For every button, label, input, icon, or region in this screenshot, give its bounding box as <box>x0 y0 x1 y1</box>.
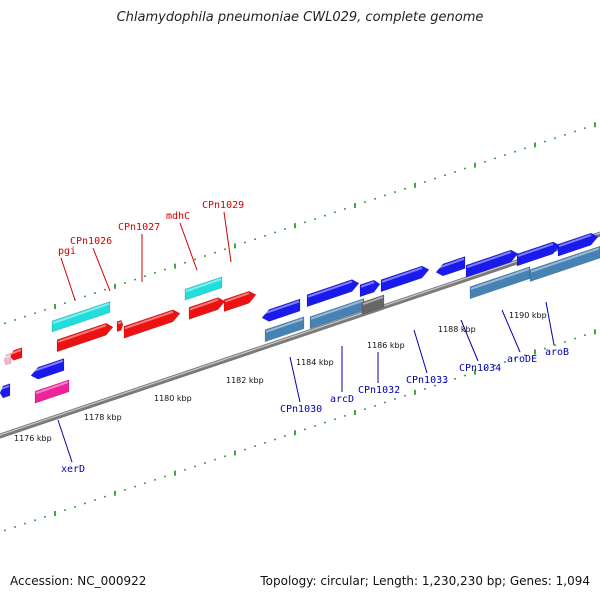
gene-cpn1026 <box>123 309 181 339</box>
gene-cpn1033-shine <box>381 267 423 283</box>
gene-label-bottom: aroDE <box>507 354 537 365</box>
gene-label-top: CPn1027 <box>118 222 160 233</box>
label-leader <box>92 247 111 292</box>
gene-label-top: pgi <box>58 246 76 257</box>
gene-blue-b <box>30 358 65 380</box>
gene-arob <box>557 232 599 257</box>
scale-label: 1190 kbp <box>509 311 547 320</box>
scale-label: 1184 kbp <box>296 358 334 367</box>
gene-blue-b-shine <box>31 359 64 373</box>
scale-label: 1182 kbp <box>226 376 264 385</box>
gene-label-bottom: CPn1032 <box>358 385 400 396</box>
gene-blue-edge-shine <box>0 385 10 390</box>
gene-blue-c <box>261 298 301 322</box>
gene-cpn1034-shine <box>466 251 512 269</box>
gene-blue-d-shine <box>307 280 353 298</box>
gene-cpn1030 <box>264 316 305 343</box>
scale-label: 1188 kbp <box>438 325 476 334</box>
gene-label-bottom: CPn1034 <box>459 363 501 374</box>
gene-blue-f-shine <box>436 257 465 270</box>
gene-cyan-b <box>184 276 223 301</box>
gene-cyan-a <box>51 301 111 333</box>
scale-label: 1180 kbp <box>154 394 192 403</box>
gene-blue-edge <box>0 383 11 399</box>
scale-label: 1176 kbp <box>14 434 52 443</box>
gene-label-bottom: aroB <box>545 347 569 358</box>
gene-arode-shine <box>470 268 530 290</box>
gene-features <box>0 232 600 404</box>
gene-red-left-shine <box>10 348 22 355</box>
gene-blue-c-shine <box>262 300 300 315</box>
gene-label-bottom: CPn1030 <box>280 404 322 415</box>
outer-tick-track <box>4 122 596 325</box>
inner-tick-track <box>4 329 596 532</box>
gene-pgi <box>56 323 114 353</box>
gene-blue-g <box>516 241 561 267</box>
gene-cpn1032-shine <box>362 296 384 306</box>
label-leader <box>179 222 198 271</box>
scale-label: 1178 kbp <box>84 413 122 422</box>
gene-cpn1032 <box>361 294 385 315</box>
gene-cpn1030-shine <box>265 318 304 333</box>
gene-label-bottom: xerD <box>61 464 85 475</box>
gene-cpn1027-shine <box>189 298 219 311</box>
gene-mdhc-shine <box>224 292 250 303</box>
genome-summary: Topology: circular; Length: 1,230,230 bp… <box>260 574 590 588</box>
backbone-highlight <box>0 232 600 436</box>
gene-blue-e-shine <box>360 281 375 288</box>
gene-blue-g-shine <box>517 242 554 257</box>
label-leader <box>413 329 428 374</box>
label-leader <box>545 301 555 346</box>
gene-cyan-a-shine <box>52 302 110 324</box>
gene-mdhc <box>223 290 257 312</box>
scale-label: 1186 kbp <box>367 341 405 350</box>
label-leader <box>501 309 521 353</box>
gene-red-small-shine <box>117 321 122 325</box>
gene-pink <box>3 352 12 366</box>
accession-label: Accession: NC_000922 <box>10 574 147 588</box>
gene-red-small <box>116 319 124 332</box>
map-title: Chlamydophila pneumoniae CWL029, complet… <box>116 10 484 25</box>
scale-labels: 1176 kbp 1178 kbp 1180 kbp 1182 kbp 1184 kbp… <box>14 311 547 443</box>
gene-blue-d <box>306 279 360 308</box>
gene-pink-shine <box>4 354 11 359</box>
genome-backbone <box>0 231 600 439</box>
gene-steel-right-shine <box>530 247 600 273</box>
gene-pgi-shine <box>57 324 107 343</box>
gene-cyan-b-shine <box>185 278 222 293</box>
gene-steel-right <box>529 245 600 282</box>
label-leader <box>57 419 73 463</box>
gene-label-top: mdhC <box>166 211 190 222</box>
gene-cpn1027 <box>188 297 226 320</box>
gene-xerd <box>34 379 70 404</box>
gene-blue-e <box>359 279 381 298</box>
label-leader <box>223 211 232 263</box>
gene-cpn1033 <box>380 265 430 293</box>
label-leader <box>60 257 76 301</box>
gene-label-bottom: arcD <box>330 394 354 405</box>
backbone-line <box>0 231 600 439</box>
gene-red-left <box>9 347 23 361</box>
label-leader <box>460 319 479 362</box>
gene-cpn1026-shine <box>124 310 174 330</box>
gene-blue-f <box>435 256 466 277</box>
gene-label-top: CPn1029 <box>202 200 244 211</box>
gene-arcd-shine <box>310 299 364 320</box>
gene-arob-shine <box>558 234 592 248</box>
gene-label-top: CPn1026 <box>70 236 112 247</box>
label-leader <box>289 356 301 403</box>
gene-xerd-shine <box>35 381 69 395</box>
gene-label-bottom: CPn1033 <box>406 375 448 386</box>
gene-cpn1034 <box>465 249 519 278</box>
